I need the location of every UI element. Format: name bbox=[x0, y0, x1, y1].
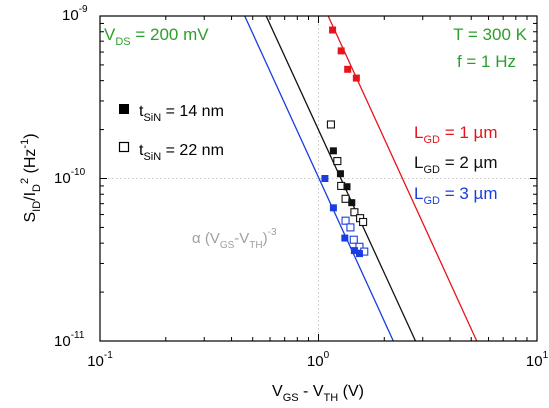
fit-line-1 bbox=[265, 16, 417, 341]
legend-marker-open bbox=[118, 141, 130, 153]
point-open-1-3 bbox=[341, 194, 350, 203]
point-filled-1-1 bbox=[336, 170, 344, 178]
point-open-1-1 bbox=[333, 157, 342, 166]
point-filled-0-1 bbox=[337, 47, 345, 55]
point-filled-0-2 bbox=[344, 65, 352, 73]
y-tick-label-0: 10-11 bbox=[54, 330, 85, 350]
grid bbox=[100, 16, 537, 341]
point-filled-1-3 bbox=[348, 199, 356, 207]
point-filled-2-3 bbox=[350, 247, 358, 255]
point-open-2-0 bbox=[341, 216, 350, 225]
frequency-annotation: f = 1 Hz bbox=[457, 52, 516, 71]
axis-ticks bbox=[99, 16, 537, 342]
series-label-lgd-1um: LGD = 1 µm bbox=[414, 123, 497, 146]
legend-marker-filled bbox=[119, 104, 129, 114]
y-tick-label-2: 10-9 bbox=[62, 4, 88, 24]
point-filled-0-0 bbox=[329, 26, 337, 34]
point-filled-0-3 bbox=[352, 74, 360, 82]
series-label-lgd-2um: LGD = 2 µm bbox=[414, 153, 497, 176]
y-axis-label: SID/ID2 (Hz-1) bbox=[19, 133, 43, 222]
point-filled-2-1 bbox=[329, 204, 337, 212]
point-filled-2-2 bbox=[341, 234, 349, 242]
data-points bbox=[321, 26, 369, 258]
temperature-annotation: T = 300 K bbox=[453, 25, 528, 44]
slope-annotation: α (VGS-VTH)-3 bbox=[192, 227, 277, 251]
point-filled-2-0 bbox=[321, 175, 329, 182]
point-filled-1-0 bbox=[329, 147, 337, 155]
fit-line-2 bbox=[244, 16, 394, 341]
legend-label-filled: tSiN = 14 nm bbox=[139, 103, 224, 124]
point-open-1-4 bbox=[350, 208, 359, 217]
series-label-lgd-3um: LGD = 3 µm bbox=[414, 184, 497, 207]
x-tick-label-2: 101 bbox=[526, 350, 549, 370]
point-open-2-2 bbox=[349, 235, 358, 244]
vds-annotation: VDS = 200 mV bbox=[104, 25, 209, 48]
x-axis-label: VGS - VTH (V) bbox=[272, 383, 364, 404]
legend-label-open: tSiN = 22 nm bbox=[139, 142, 224, 163]
point-open-1-0 bbox=[326, 120, 335, 129]
point-open-2-1 bbox=[346, 223, 355, 232]
point-open-1-6 bbox=[359, 217, 368, 227]
x-tick-label-0: 10-1 bbox=[87, 350, 113, 370]
fit-lines bbox=[244, 16, 478, 341]
point-filled-2-4 bbox=[355, 250, 363, 258]
point-filled-1-2 bbox=[343, 183, 351, 191]
x-tick-label-1: 100 bbox=[307, 350, 330, 370]
y-tick-label-1: 10-10 bbox=[54, 167, 86, 187]
fit-line-0 bbox=[327, 16, 478, 341]
